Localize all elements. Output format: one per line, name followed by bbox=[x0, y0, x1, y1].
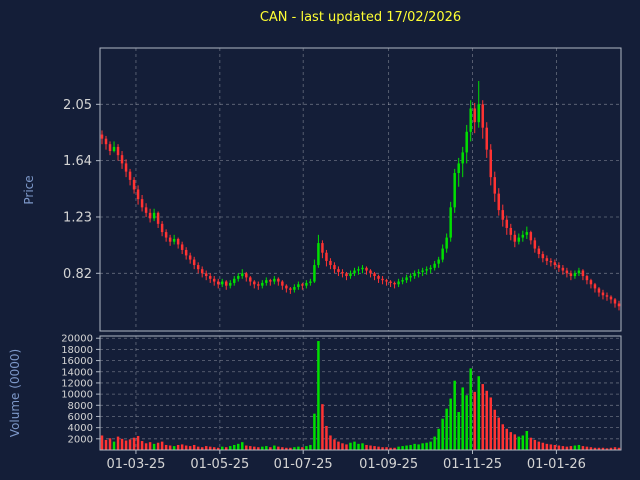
svg-text:14000: 14000 bbox=[61, 367, 93, 378]
svg-text:12000: 12000 bbox=[61, 378, 93, 389]
svg-text:01-07-25: 01-07-25 bbox=[274, 457, 333, 472]
svg-text:1.64: 1.64 bbox=[63, 154, 92, 169]
svg-text:0.82: 0.82 bbox=[63, 267, 92, 282]
chart-title: CAN - last updated 17/02/2026 bbox=[259, 10, 462, 25]
svg-text:20000: 20000 bbox=[61, 334, 93, 345]
svg-text:01-09-25: 01-09-25 bbox=[359, 457, 418, 472]
svg-text:8000: 8000 bbox=[68, 401, 93, 412]
svg-text:18000: 18000 bbox=[61, 345, 93, 356]
svg-text:01-01-26: 01-01-26 bbox=[527, 457, 586, 472]
svg-text:2.05: 2.05 bbox=[63, 98, 92, 113]
svg-text:16000: 16000 bbox=[61, 356, 93, 367]
svg-text:1.23: 1.23 bbox=[63, 210, 92, 225]
svg-text:10000: 10000 bbox=[61, 390, 93, 401]
svg-text:01-11-25: 01-11-25 bbox=[443, 457, 502, 472]
svg-text:2000: 2000 bbox=[68, 434, 93, 445]
svg-text:01-03-25: 01-03-25 bbox=[106, 457, 165, 472]
svg-text:6000: 6000 bbox=[68, 412, 93, 423]
svg-text:4000: 4000 bbox=[68, 423, 93, 434]
svg-text:01-05-25: 01-05-25 bbox=[190, 457, 249, 472]
